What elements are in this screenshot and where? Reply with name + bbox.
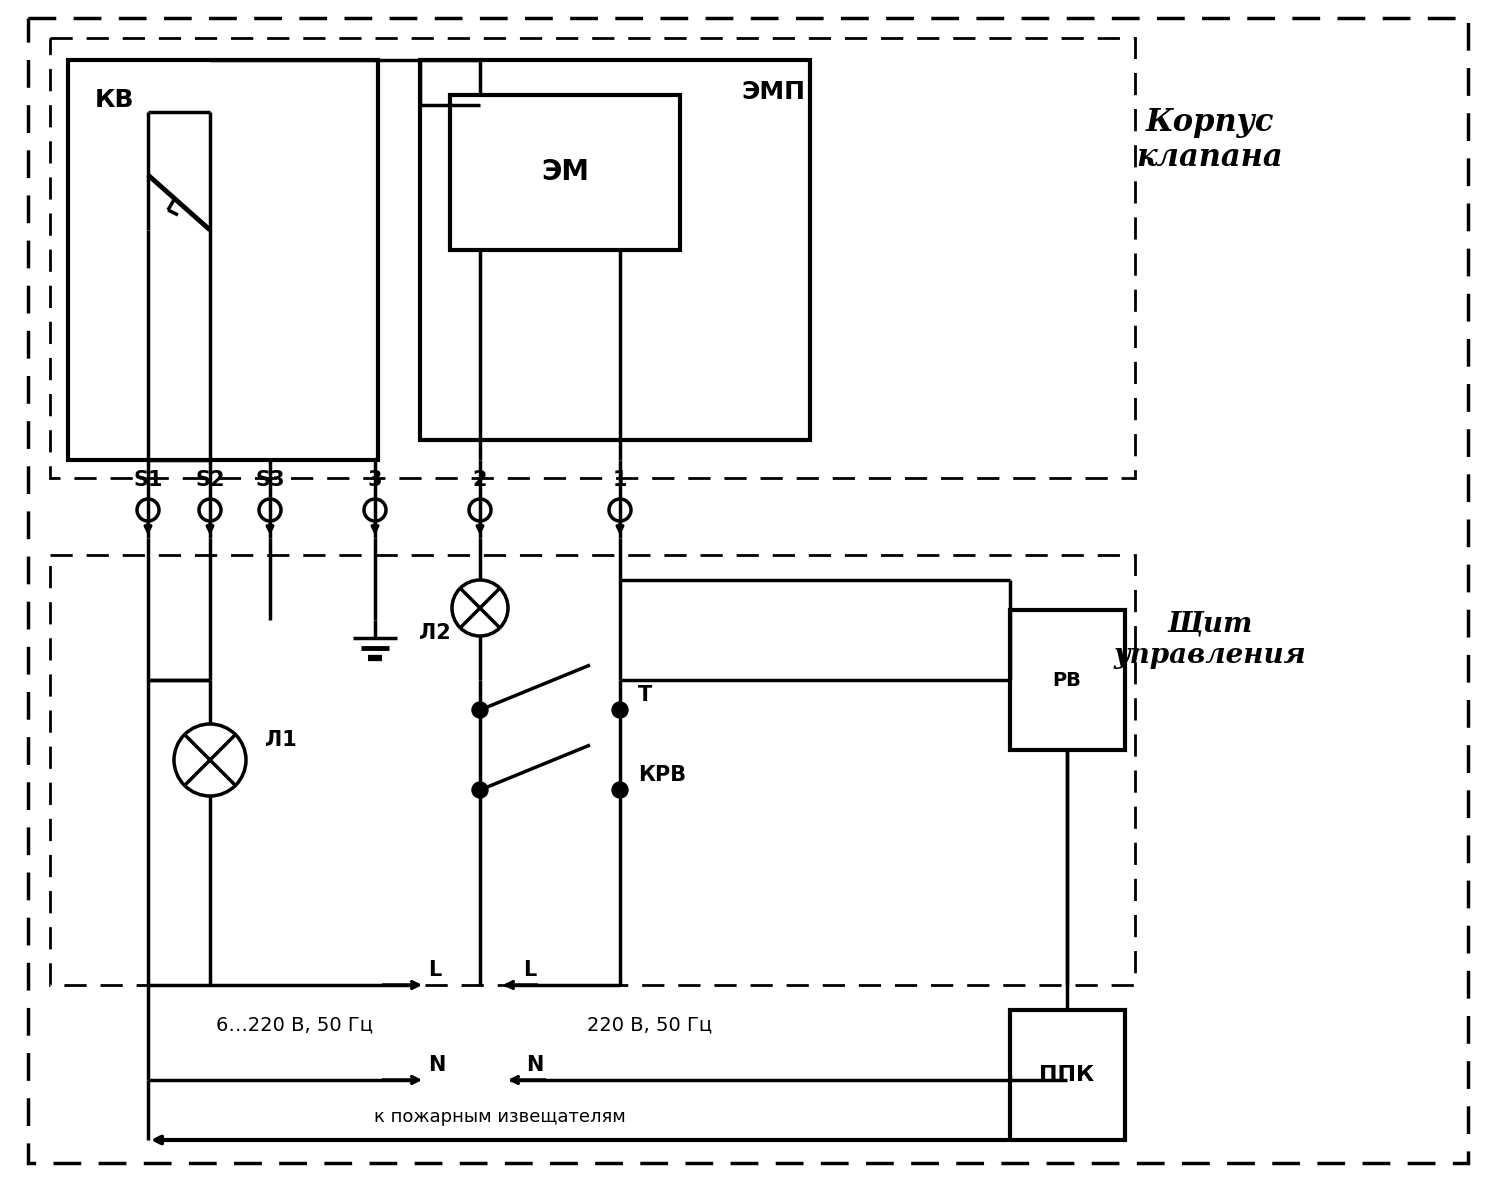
Text: Л1: Л1 bbox=[266, 730, 297, 750]
Text: L: L bbox=[522, 960, 536, 979]
Text: ЭМ: ЭМ bbox=[542, 157, 590, 186]
Bar bbox=[68, 60, 378, 460]
Text: 220 В, 50 Гц: 220 В, 50 Гц bbox=[588, 1015, 712, 1034]
Text: Т: Т bbox=[638, 685, 652, 705]
Text: КРВ: КРВ bbox=[638, 765, 686, 785]
Bar bbox=[450, 95, 680, 251]
Text: 6…220 В, 50 Гц: 6…220 В, 50 Гц bbox=[216, 1015, 374, 1034]
Text: ППК: ППК bbox=[1040, 1065, 1095, 1084]
Text: L: L bbox=[427, 960, 441, 979]
Text: к пожарным извещателям: к пожарным извещателям bbox=[374, 1108, 626, 1126]
Text: КВ: КВ bbox=[94, 88, 135, 112]
Circle shape bbox=[612, 781, 628, 798]
Bar bbox=[50, 555, 1136, 985]
Circle shape bbox=[472, 701, 488, 718]
Text: 2: 2 bbox=[472, 470, 488, 490]
Text: Корпус
клапана: Корпус клапана bbox=[1137, 106, 1284, 173]
Text: ЭМП: ЭМП bbox=[741, 80, 806, 104]
Circle shape bbox=[472, 781, 488, 798]
Bar bbox=[420, 60, 810, 440]
Text: Л2: Л2 bbox=[419, 623, 452, 643]
Text: 1: 1 bbox=[612, 470, 627, 490]
Text: N: N bbox=[427, 1055, 445, 1075]
Text: 3: 3 bbox=[368, 470, 382, 490]
Circle shape bbox=[612, 701, 628, 718]
Bar bbox=[1010, 1010, 1125, 1141]
Bar bbox=[1010, 610, 1125, 750]
Text: РВ: РВ bbox=[1053, 670, 1082, 690]
Text: S1: S1 bbox=[134, 470, 162, 490]
Text: S3: S3 bbox=[255, 470, 285, 490]
Text: N: N bbox=[526, 1055, 544, 1075]
Bar bbox=[50, 38, 1136, 478]
Text: S2: S2 bbox=[195, 470, 225, 490]
Text: Щит
управления: Щит управления bbox=[1113, 611, 1306, 669]
